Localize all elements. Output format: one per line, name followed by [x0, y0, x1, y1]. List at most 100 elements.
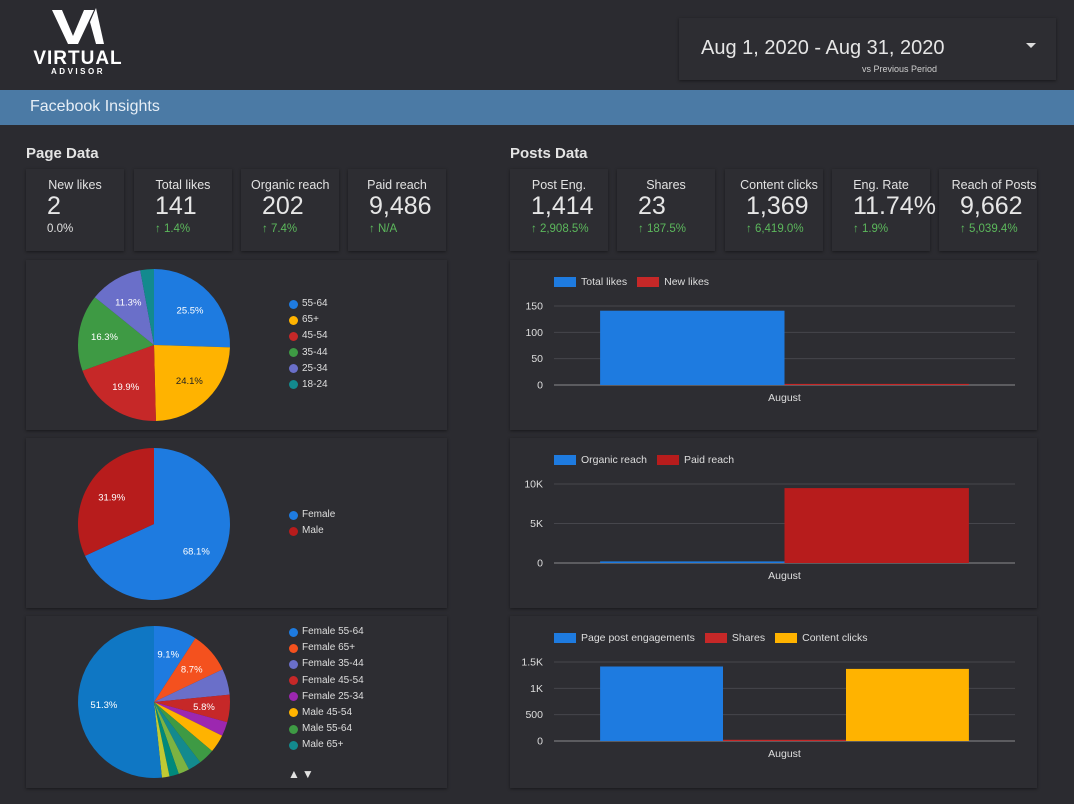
bar-total-likes[interactable] — [600, 310, 785, 385]
legend-label: Male 45-54 — [302, 706, 353, 718]
legend-item-page-post-engagements[interactable]: Page post engagements — [554, 632, 695, 644]
pie-slice-55-64[interactable] — [154, 269, 230, 348]
kpi-label: Eng. Rate — [853, 178, 909, 192]
kpi-value: 1,369 — [746, 192, 809, 220]
legend-label: Male 55-64 — [302, 723, 353, 735]
bar-page-post-engagements[interactable] — [600, 666, 723, 742]
pie-slice-other-3[interactable] — [154, 702, 170, 778]
y-tick-label: 50 — [531, 353, 543, 365]
legend-dot-icon — [289, 627, 298, 637]
pie-slice-male-65[interactable] — [154, 702, 201, 770]
pie-slice-female-65[interactable] — [154, 638, 223, 702]
kpi-shares: Shares 23 ↑ 187.5% — [617, 169, 715, 251]
y-tick-label: 150 — [525, 301, 543, 313]
age-pie-chart[interactable]: 25.5% 24.1% 19.9% 16.3% 11.3% — [26, 260, 286, 430]
page-data-title: Page Data — [26, 145, 99, 162]
legend-swatch-icon — [554, 455, 576, 465]
pie-slice-label: 11.3% — [115, 297, 142, 308]
legend-label: Female — [302, 509, 336, 520]
date-range-picker[interactable]: Aug 1, 2020 - Aug 31, 2020 vs Previous P… — [679, 18, 1056, 80]
legend-item-female-45-54[interactable]: Female 45-54 — [289, 673, 364, 689]
pie-slice-male-55-64[interactable] — [154, 702, 213, 763]
legend-label: 25-34 — [302, 362, 328, 374]
bar-organic-reach[interactable] — [600, 561, 785, 563]
pie-slice-other-2[interactable] — [154, 702, 179, 777]
legend-label: Organic reach — [581, 454, 647, 466]
reach-bar-chart[interactable]: 0 5K 10K August — [510, 438, 1037, 608]
legend-pager[interactable]: ▲▼ — [288, 767, 316, 781]
y-tick-label: 0 — [537, 380, 543, 392]
legend-dot-icon — [289, 331, 298, 341]
legend-item-45-54[interactable]: 45-54 — [289, 328, 328, 344]
legend-label: 45-54 — [302, 330, 328, 342]
pie-slice-label: 8.7% — [181, 664, 203, 675]
kpi-value: 202 — [262, 192, 304, 220]
legend-dot-icon — [289, 299, 298, 309]
legend-item-shares[interactable]: Shares — [704, 632, 765, 644]
legend-item-18-24[interactable]: 18-24 — [289, 377, 328, 393]
legend-item-content-clicks[interactable]: Content clicks — [775, 632, 867, 644]
engagement-bar-chart[interactable]: 0 500 1K 1.5K August — [510, 616, 1037, 788]
legend-item-65[interactable]: 65+ — [289, 312, 328, 328]
pie-slice-female-25-34[interactable] — [154, 702, 228, 736]
kpi-label: Shares — [646, 178, 686, 192]
legend-item-total-likes[interactable]: Total likes — [554, 276, 627, 288]
legend-item-35-44[interactable]: 35-44 — [289, 345, 328, 361]
pie-slice-25-34[interactable] — [94, 270, 154, 345]
legend-dot-icon — [289, 659, 298, 669]
pie-slice-45-54[interactable] — [82, 345, 156, 422]
gender-age-pie-chart[interactable]: 9.1%8.7% 5.8% 51.3% — [26, 616, 286, 788]
reach-bar-legend: Organic reach Paid reach — [554, 454, 744, 466]
legend-item-female-55-64[interactable]: Female 55-64 — [289, 624, 364, 640]
legend-swatch-icon — [775, 633, 798, 643]
kpi-value: 9,662 — [960, 192, 1023, 220]
kpi-reach-of-posts: Reach of Posts 9,662 ↑ 5,039.4% — [939, 169, 1037, 251]
legend-item-female-25-34[interactable]: Female 25-34 — [289, 689, 364, 705]
pie-slice-male-45-54[interactable] — [154, 702, 223, 752]
legend-item-male-65[interactable]: Male 65+ — [289, 737, 364, 753]
kpi-change: ↑ 187.5% — [638, 223, 686, 235]
legend-dot-icon — [289, 692, 298, 702]
pie-slice-female-55-64[interactable] — [154, 626, 196, 702]
pie-slice-female-45-54[interactable] — [154, 694, 231, 723]
pie-slice-male[interactable] — [77, 448, 154, 556]
legend-item-paid-reach[interactable]: Paid reach — [656, 454, 734, 466]
bar-shares[interactable] — [723, 739, 846, 741]
legend-item-new-likes[interactable]: New likes — [637, 276, 709, 288]
legend-item-55-64[interactable]: 55-64 — [289, 296, 328, 312]
legend-item-female-35-44[interactable]: Female 35-44 — [289, 656, 364, 672]
likes-bar-chart[interactable]: 0 50 100 150 August — [510, 260, 1037, 430]
pie-slice-female-35-44[interactable] — [154, 669, 230, 702]
legend-item-male[interactable]: Male — [289, 523, 335, 539]
legend-item-25-34[interactable]: 25-34 — [289, 361, 328, 377]
legend-item-male-55-64[interactable]: Male 55-64 — [289, 721, 364, 737]
legend-label: Female 45-54 — [302, 674, 364, 686]
pie-slice-label: 51.3% — [90, 700, 117, 711]
bar-new-likes[interactable] — [784, 383, 969, 385]
pie-slice-65[interactable] — [154, 345, 230, 421]
kpi-label: New likes — [48, 178, 102, 192]
pie-slice-18-24[interactable] — [140, 269, 154, 345]
chevron-down-icon[interactable] — [1026, 43, 1036, 48]
kpi-label: Total likes — [155, 178, 211, 192]
legend-dot-icon — [289, 676, 298, 686]
bar-paid-reach[interactable] — [784, 488, 969, 563]
legend-item-organic-reach[interactable]: Organic reach — [554, 454, 647, 466]
legend-label: 65+ — [302, 314, 319, 326]
gender-pie-chart[interactable]: 68.1% 31.9% — [26, 438, 286, 608]
pie-slice-label: 31.9% — [98, 493, 125, 504]
legend-swatch-icon — [656, 455, 679, 465]
pie-slice-other-1[interactable] — [154, 702, 189, 774]
legend-item-female[interactable]: Female — [289, 507, 335, 523]
pie-slice-female[interactable] — [85, 448, 230, 600]
kpi-value: 2 — [47, 192, 61, 220]
kpi-label: Reach of Posts — [951, 178, 1037, 192]
legend-item-male-45-54[interactable]: Male 45-54 — [289, 705, 364, 721]
legend-item-female-65[interactable]: Female 65+ — [289, 640, 364, 656]
pie-slice-35-44[interactable] — [78, 297, 154, 371]
pie-slice-label: 16.3% — [91, 332, 118, 343]
kpi-organic-reach: Organic reach 202 ↑ 7.4% — [241, 169, 339, 251]
pie-slice-other-4[interactable] — [78, 626, 162, 778]
bar-content-clicks[interactable] — [846, 668, 969, 741]
y-tick-label: 0 — [537, 558, 543, 570]
